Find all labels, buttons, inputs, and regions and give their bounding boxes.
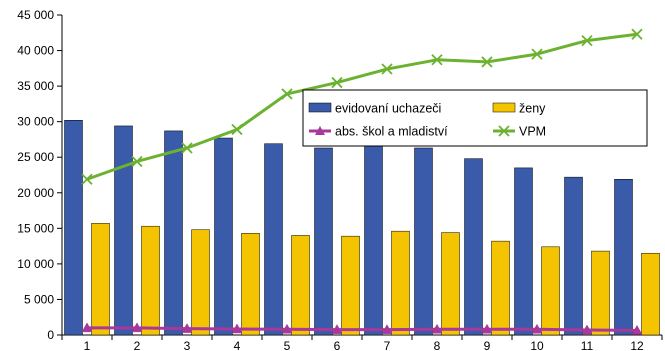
legend-marker bbox=[498, 125, 510, 137]
bar-evidovani-uchazeci bbox=[164, 130, 183, 336]
bar-zeny bbox=[491, 240, 510, 336]
bar-evidovani-uchazeci bbox=[614, 179, 633, 336]
legend-marker bbox=[315, 126, 325, 135]
bar-evidovani-uchazeci bbox=[464, 158, 483, 336]
bar-evidovani-uchazeci bbox=[514, 167, 533, 336]
bar-evidovani-uchazeci bbox=[64, 119, 83, 336]
x-tick-label: 7 bbox=[384, 339, 391, 351]
legend: evidovaní uchazeči ženy abs. škol a mladis… bbox=[302, 89, 648, 147]
legend-box bbox=[302, 89, 648, 147]
bar-zeny bbox=[141, 225, 160, 336]
point-vpm bbox=[131, 155, 143, 168]
bar-zeny bbox=[241, 233, 260, 336]
bar-zeny bbox=[191, 229, 210, 336]
bar-zeny bbox=[541, 246, 560, 336]
bar-evidovani-uchazeci bbox=[314, 147, 333, 336]
y-tick-label: 5 000 bbox=[24, 292, 54, 306]
x-tick-label: 8 bbox=[434, 339, 441, 351]
point-vpm bbox=[581, 34, 593, 47]
bar-zeny bbox=[641, 252, 660, 336]
point-vpm bbox=[631, 28, 643, 40]
point-vpm bbox=[381, 63, 393, 75]
point-vpm bbox=[281, 88, 293, 100]
bar-evidovani-uchazeci bbox=[414, 147, 433, 336]
y-tick-label: 45 000 bbox=[17, 8, 54, 22]
x-tick-label: 5 bbox=[284, 339, 291, 351]
bar-zeny bbox=[91, 223, 110, 336]
point-abs-skol bbox=[131, 322, 143, 333]
point-abs-skol bbox=[481, 323, 493, 334]
bar-evidovani-uchazeci bbox=[114, 125, 133, 336]
bar-zeny bbox=[591, 250, 610, 336]
y-tick-label: 40 000 bbox=[17, 44, 54, 58]
legend-label: ženy bbox=[519, 102, 546, 116]
y-tick-label: 30 000 bbox=[17, 115, 54, 129]
line-vpm bbox=[86, 32, 638, 181]
y-tick-label: 20 000 bbox=[17, 186, 54, 200]
x-tick-label: 10 bbox=[530, 339, 544, 351]
point-abs-skol bbox=[431, 323, 443, 334]
point-vpm bbox=[231, 123, 243, 136]
bar-evidovani-uchazeci bbox=[364, 143, 383, 336]
point-abs-skol bbox=[181, 323, 193, 333]
point-abs-skol bbox=[531, 323, 543, 334]
point-abs-skol bbox=[331, 324, 343, 334]
legend-label: abs. škol a mladiství bbox=[335, 125, 448, 139]
point-vpm bbox=[81, 173, 93, 185]
point-vpm bbox=[531, 48, 543, 60]
bar-zeny bbox=[441, 232, 460, 336]
y-tick-label: 0 bbox=[47, 328, 54, 342]
legend-swatch bbox=[308, 102, 332, 113]
bar-zeny bbox=[291, 235, 310, 336]
bar-zeny bbox=[391, 230, 410, 336]
legend-label: VPM bbox=[519, 125, 546, 139]
point-abs-skol bbox=[581, 324, 593, 335]
legend-swatch bbox=[492, 102, 516, 113]
bar-series-group bbox=[64, 119, 660, 336]
y-tick-label: 15 000 bbox=[17, 221, 54, 235]
x-tick-label: 2 bbox=[134, 339, 141, 351]
bar-zeny bbox=[341, 235, 360, 336]
point-vpm bbox=[181, 142, 193, 154]
point-vpm bbox=[331, 76, 343, 89]
x-tick-label: 11 bbox=[581, 339, 594, 351]
point-abs-skol bbox=[281, 323, 293, 334]
point-abs-skol bbox=[381, 324, 393, 334]
x-tick-label: 12 bbox=[630, 339, 644, 351]
point-vpm bbox=[431, 54, 443, 66]
x-tick-label: 3 bbox=[184, 339, 191, 351]
y-tick-label: 10 000 bbox=[17, 257, 54, 271]
point-vpm bbox=[481, 56, 493, 68]
bar-evidovani-uchazeci bbox=[264, 143, 283, 336]
legend-label: evidovaní uchazeči bbox=[335, 102, 441, 116]
y-tick-label: 25 000 bbox=[17, 150, 54, 164]
axes: 0 5 000 10 000 15 000 20 000 25 000 30 000 35 0… bbox=[17, 8, 663, 351]
line-series-group bbox=[81, 28, 643, 335]
line-abs-skol bbox=[87, 326, 638, 332]
x-tick-label: 4 bbox=[234, 339, 241, 351]
bar-evidovani-uchazeci bbox=[564, 176, 583, 336]
x-tick-label: 1 bbox=[84, 339, 91, 351]
point-abs-skol bbox=[81, 322, 93, 333]
y-tick-label: 35 000 bbox=[17, 79, 54, 93]
bar-evidovani-uchazeci bbox=[214, 137, 233, 336]
point-abs-skol bbox=[631, 324, 643, 335]
point-abs-skol bbox=[231, 323, 243, 334]
x-tick-label: 6 bbox=[334, 339, 341, 351]
x-tick-label: 9 bbox=[484, 339, 491, 351]
